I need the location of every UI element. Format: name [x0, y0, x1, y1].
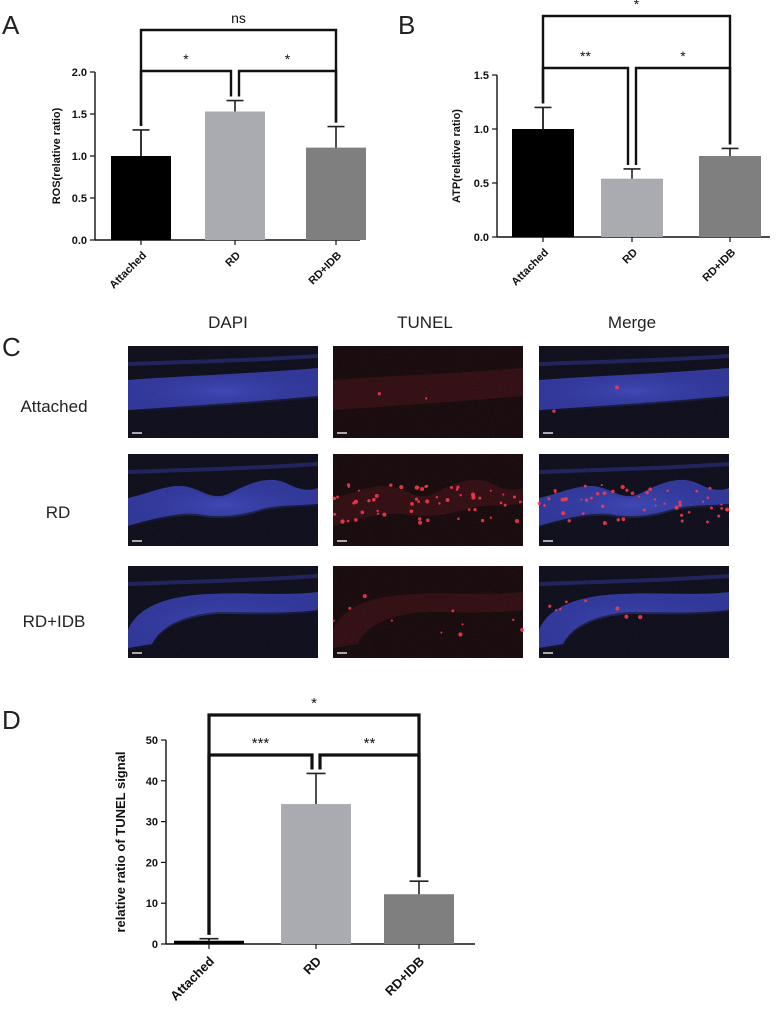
panel-letter-b: B	[398, 10, 415, 40]
significance-label: *	[680, 48, 686, 64]
category-label: Attached	[167, 953, 217, 1003]
y-tick-label: 0	[152, 939, 158, 951]
y-axis-label: relative ratio of TUNEL signal	[113, 751, 128, 932]
y-axis-label: ROS(relative ratio)	[51, 107, 63, 204]
y-tick-label: 40	[146, 776, 158, 788]
significance-label: **	[364, 735, 376, 752]
significance-label: *	[634, 0, 640, 12]
category-label: RD	[300, 954, 324, 978]
row-header-attached: Attached	[20, 397, 87, 416]
micrograph-attached-tunel	[333, 346, 523, 438]
bar-rd	[601, 178, 663, 237]
category-label: Attached	[509, 247, 551, 289]
panel-letter-c: C	[2, 332, 21, 362]
bar-rd	[281, 804, 351, 944]
significance-bracket	[541, 14, 732, 145]
y-tick-label: 30	[146, 817, 158, 829]
micrograph-rd-idb-dapi	[128, 566, 318, 658]
micrograph-rd-merge	[537, 454, 730, 546]
y-tick-label: 1.5	[474, 70, 489, 82]
y-tick-label: 1.5	[72, 109, 87, 121]
bar-rd-idb	[699, 156, 761, 237]
significance-label: *	[183, 51, 189, 67]
significance-bracket	[139, 28, 338, 126]
significance-label: ***	[252, 735, 270, 752]
significance-label: **	[580, 48, 591, 64]
bar-attached	[512, 129, 574, 237]
y-tick-label: 0.5	[72, 193, 87, 205]
column-header-tunel: TUNEL	[397, 313, 453, 332]
y-tick-label: 50	[146, 735, 158, 747]
y-tick-label: 1.0	[72, 151, 87, 163]
bar-attached	[111, 156, 171, 240]
category-label: RD	[620, 247, 640, 267]
significance-label: ns	[231, 10, 246, 26]
row-header-rd-idb: RD+IDB	[23, 612, 86, 631]
category-label: Attached	[107, 250, 149, 292]
chart-ros: 0.0 0.5 1.0 1.5 2.0 ROS(relative ratio) Attach…	[51, 10, 366, 291]
y-tick-label: 0.5	[474, 178, 489, 190]
y-tick-label: 0.0	[72, 235, 87, 247]
bar-rd	[205, 111, 265, 240]
row-header-rd: RD	[46, 503, 71, 522]
panel-letter-a: A	[2, 10, 20, 40]
category-label: RD	[223, 250, 243, 270]
micrograph-attached-dapi	[128, 346, 318, 438]
micrograph-rd-idb-tunel	[332, 566, 524, 658]
column-header-dapi: DAPI	[208, 313, 248, 332]
y-axis-label: ATP(relative ratio)	[451, 109, 463, 203]
bar-rd-idb	[306, 147, 366, 240]
column-header-merge: Merge	[608, 313, 656, 332]
micrograph-grid: DAPI TUNEL Merge Attached RD RD+IDB	[20, 313, 730, 658]
significance-label: *	[311, 695, 317, 712]
y-tick-label: 20	[146, 857, 158, 869]
y-tick-label: 10	[146, 898, 158, 910]
chart-atp: 0.0 0.5 1.0 1.5 ATP(relative ratio) Attached R…	[451, 0, 770, 288]
significance-bracket	[207, 713, 421, 935]
significance-bracket	[634, 66, 732, 165]
bar-attached	[174, 940, 244, 944]
chart-tunel-ratio: 0 10 20 30 40 50 relative ratio of TUNEL signa…	[113, 695, 475, 1003]
category-label: RD+IDB	[382, 954, 427, 999]
micrograph-rd-idb-merge	[539, 566, 729, 658]
significance-label: *	[285, 51, 291, 67]
category-label: RD+IDB	[306, 250, 344, 288]
micrograph-attached-merge	[539, 346, 729, 438]
y-tick-label: 1.0	[474, 124, 489, 136]
y-tick-label: 2.0	[72, 67, 87, 79]
y-tick-label: 0.0	[474, 232, 489, 244]
micrograph-rd-tunel	[332, 454, 523, 546]
micrograph-rd-dapi	[128, 454, 318, 546]
bar-rd-idb	[384, 894, 454, 944]
panel-letter-d: D	[2, 705, 21, 735]
category-label: RD+IDB	[700, 247, 738, 285]
